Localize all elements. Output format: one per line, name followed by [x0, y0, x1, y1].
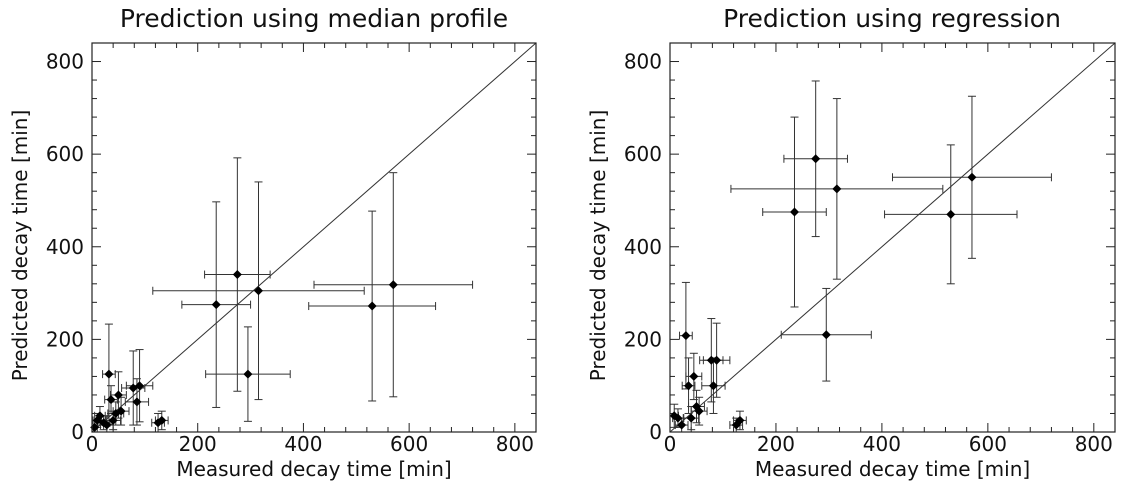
error-bars: [670, 80, 1052, 432]
data-point: [708, 381, 718, 391]
data-point: [967, 172, 977, 182]
data-point: [106, 395, 116, 405]
data-point: [102, 420, 112, 430]
data-point: [95, 411, 105, 421]
data-point: [684, 381, 694, 391]
y-tick-label: 600: [46, 142, 84, 166]
y-tick-label: 200: [624, 327, 662, 351]
data-point: [789, 207, 799, 217]
x-tick-label: 200: [179, 432, 217, 456]
data-point: [135, 381, 145, 391]
y-axis-label: Predicted decay time [min]: [8, 110, 32, 382]
x-tick-label: 0: [86, 432, 99, 456]
y-tick-label: 400: [46, 235, 84, 259]
data-point: [132, 397, 142, 407]
y-tick-label: 0: [71, 420, 84, 444]
identity-line: [92, 43, 536, 432]
data-point: [211, 300, 221, 310]
data-point: [686, 413, 696, 423]
data-points: [669, 154, 977, 430]
y-tick-label: 200: [46, 327, 84, 351]
error-bars: [92, 157, 474, 432]
plot-frame: [669, 42, 1116, 433]
x-tick-label: 600: [390, 432, 428, 456]
data-point: [367, 301, 377, 311]
plot-frame: [91, 42, 537, 433]
data-point: [104, 369, 114, 379]
x-axis-label: Measured decay time [min]: [176, 457, 451, 481]
data-point: [157, 415, 167, 425]
data-point: [108, 415, 118, 425]
data-point: [681, 331, 691, 341]
data-point: [673, 413, 683, 423]
chart-panel-2: Prediction using regression Measured deca…: [586, 4, 1116, 481]
data-point: [388, 280, 398, 290]
data-point: [243, 369, 253, 379]
data-point: [712, 355, 722, 365]
x-tick-label: 800: [496, 432, 534, 456]
data-point: [811, 154, 821, 164]
x-tick-label: 200: [757, 432, 795, 456]
chart-panel-1: Prediction using median profile Measured …: [8, 4, 537, 481]
chart-title: Prediction using median profile: [120, 4, 508, 33]
data-point: [689, 371, 699, 381]
y-tick-label: 800: [624, 50, 662, 74]
data-point: [232, 270, 242, 280]
y-tick-label: 600: [624, 142, 662, 166]
data-point: [821, 330, 831, 340]
y-axis-label: Predicted decay time [min]: [586, 110, 610, 382]
x-axis-label: Measured decay time [min]: [755, 457, 1030, 481]
y-tick-label: 400: [624, 235, 662, 259]
data-point: [706, 355, 716, 365]
data-point: [677, 420, 687, 430]
x-tick-label: 400: [863, 432, 901, 456]
data-points: [90, 270, 398, 432]
y-tick-label: 0: [649, 420, 662, 444]
data-point: [116, 406, 126, 416]
data-point: [946, 209, 956, 219]
x-tick-label: 600: [969, 432, 1007, 456]
data-point: [735, 415, 745, 425]
x-tick-label: 800: [1075, 432, 1113, 456]
identity-line: [670, 43, 1115, 432]
y-tick-label: 800: [46, 50, 84, 74]
chart-title: Prediction using regression: [723, 4, 1061, 33]
x-tick-label: 400: [284, 432, 322, 456]
data-point: [694, 406, 704, 416]
data-point: [832, 184, 842, 194]
x-tick-label: 0: [664, 432, 677, 456]
data-point: [113, 390, 123, 400]
data-point: [254, 286, 263, 296]
